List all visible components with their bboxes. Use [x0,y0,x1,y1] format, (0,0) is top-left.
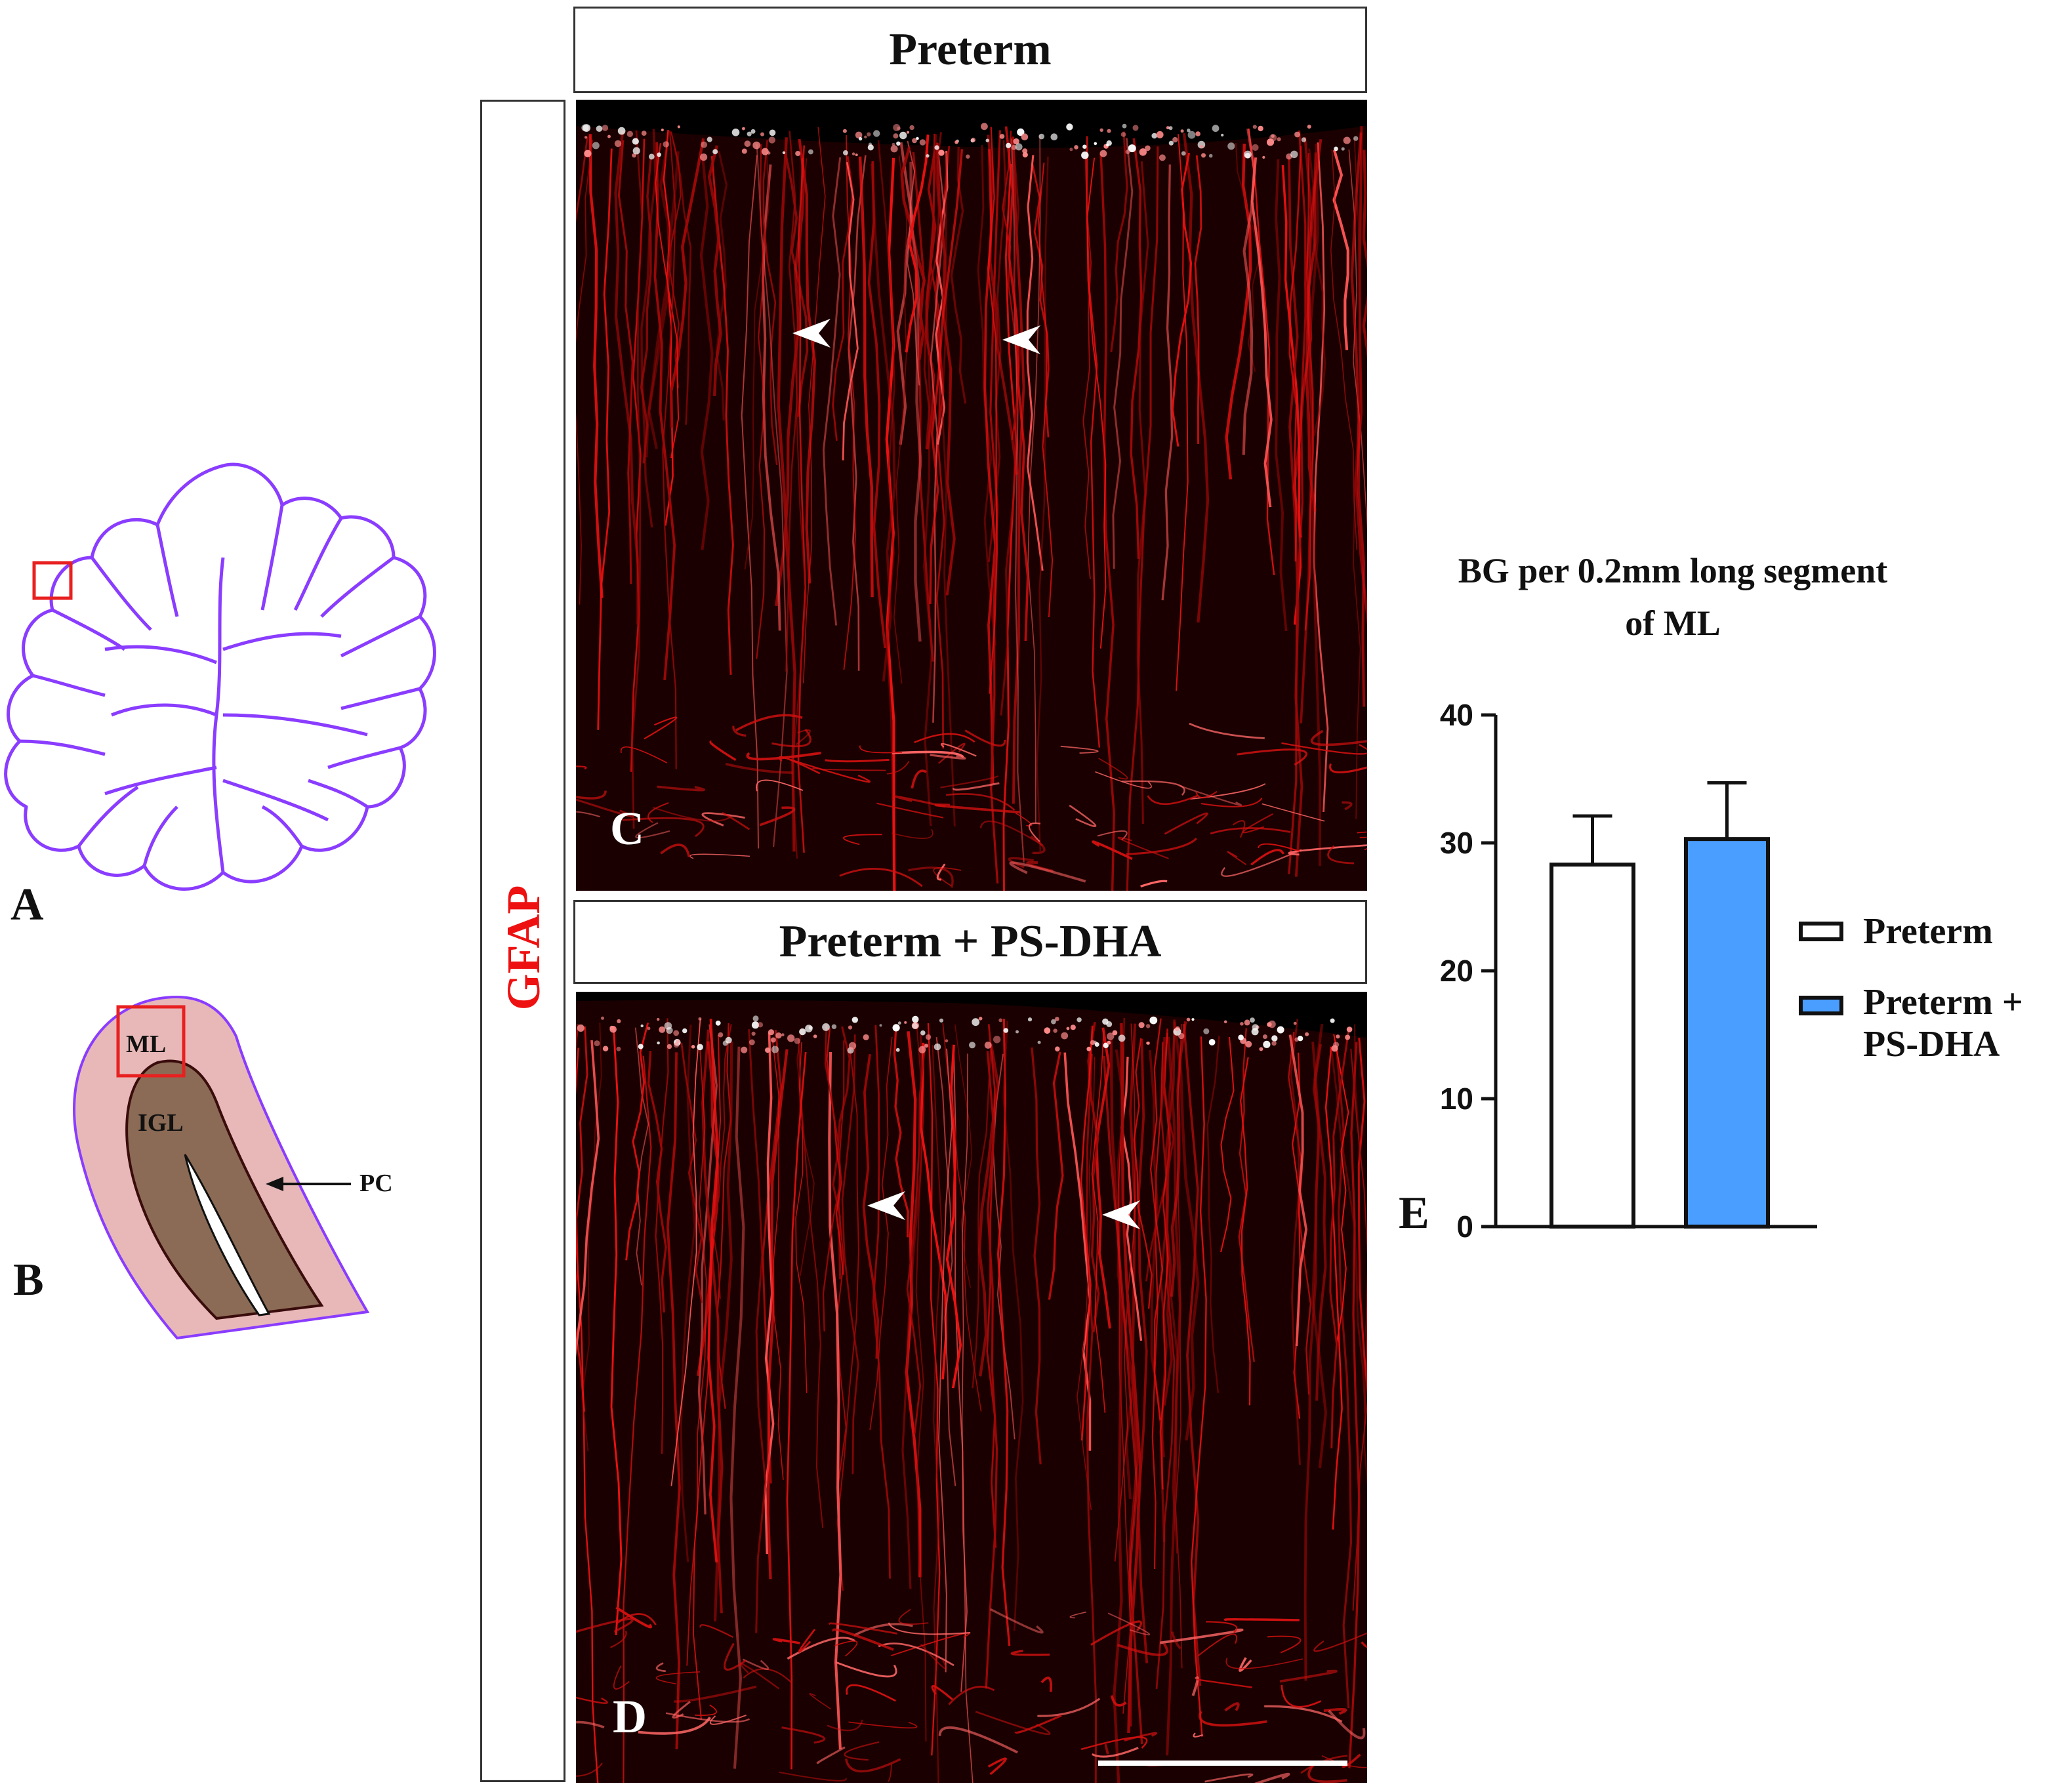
panel-d-title-box: Preterm + PS-DHA [573,900,1367,984]
chart-title-line-1: BG per 0.2mm long segment [1458,551,1888,590]
panel-b-letter: B [13,1255,44,1305]
panel-d-micrograph: D [576,992,1367,1783]
panel-a-letter: A [10,880,44,930]
panel-a-cerebellum-outline [0,453,446,925]
panel-e-letter: E [1399,1188,1429,1238]
arrowhead-icon [867,1191,905,1220]
igl-label: IGL [138,1109,184,1137]
pc-label: PC [359,1170,393,1197]
y-tick-label: 30 [1440,826,1473,860]
gfap-stain-label: GFAP [497,885,550,1011]
panel-c-title: Preterm [889,24,1052,75]
panel-c-letter: C [610,802,644,855]
gfap-label-box [480,100,565,1782]
y-tick-label: 20 [1440,954,1473,988]
legend-label-psdha: Preterm + PS-DHA [1863,982,2023,1065]
arrowhead-icon [1002,325,1040,354]
scale-bar [1098,1761,1347,1766]
legend-swatch-preterm [1799,922,1843,941]
bar-psdha [1684,837,1770,1229]
arrowhead-icon [792,319,831,348]
bar-chart: 0 10 20 30 40 [1440,698,1817,1244]
y-tick-label: 10 [1440,1082,1473,1116]
panel-b-folium-schematic [39,971,459,1364]
legend-swatch-psdha [1799,996,1843,1015]
chart-title: BG per 0.2mm long segment of ML [1365,544,1981,649]
y-tick-label: 0 [1456,1210,1473,1244]
y-tick-label: 40 [1440,698,1473,732]
bar-preterm [1549,863,1635,1229]
chart-title-line-2: of ML [1625,603,1721,643]
arrowhead-icon [1102,1200,1140,1229]
ml-label: ML [126,1030,167,1058]
panel-c-micrograph: C [576,100,1367,891]
panel-d-letter: D [613,1690,647,1743]
panel-d-title: Preterm + PS-DHA [779,916,1162,967]
panel-c-title-box: Preterm [573,7,1367,93]
legend-label-preterm: Preterm [1863,911,1993,952]
